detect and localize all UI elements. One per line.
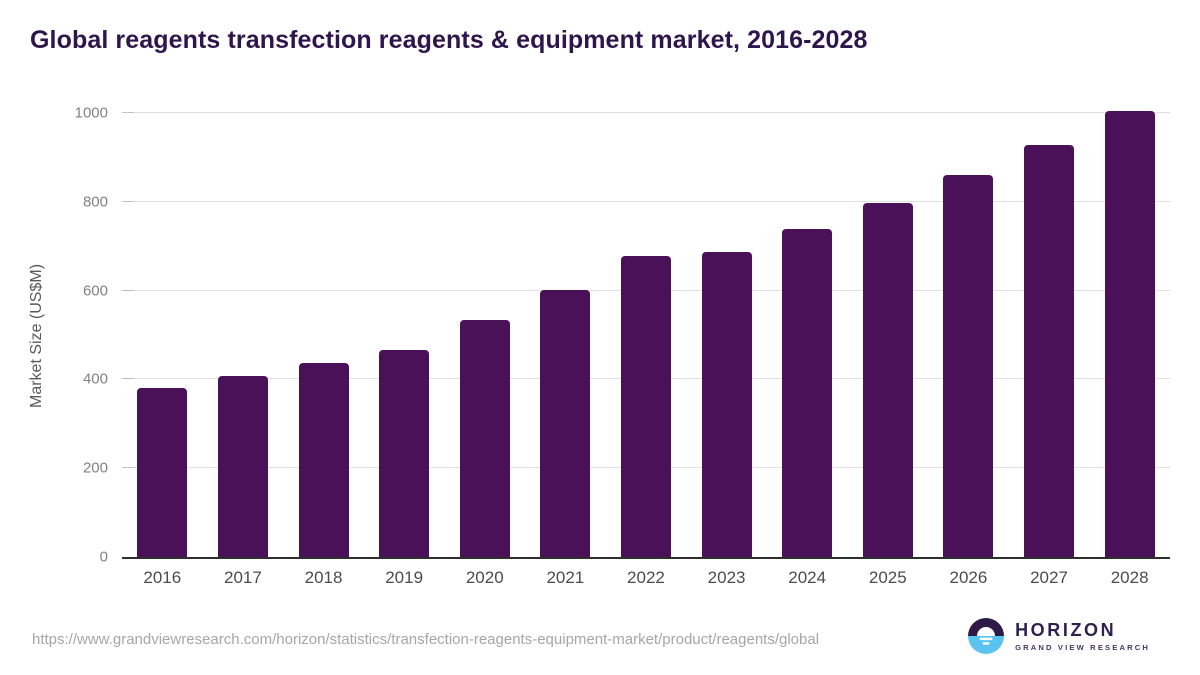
x-tick-label-2020: 2020 bbox=[465, 568, 504, 587]
y-tick-mark-200 bbox=[122, 467, 134, 469]
x-label-band-2020: 2020 bbox=[444, 568, 525, 588]
x-tick-label-2017: 2017 bbox=[224, 568, 262, 587]
x-tick-label-2026: 2026 bbox=[949, 568, 988, 587]
y-tick-label-800: 800 bbox=[82, 193, 108, 211]
bar-band-2026 bbox=[928, 113, 1009, 557]
y-tick-label-1000: 1000 bbox=[74, 104, 108, 122]
x-tick-label-2019: 2019 bbox=[385, 568, 424, 587]
x-tick-label-2021: 2021 bbox=[546, 568, 585, 587]
bar-band-2028 bbox=[1089, 111, 1170, 557]
x-tick-label-2025: 2025 bbox=[868, 568, 907, 587]
y-tick-label-600: 600 bbox=[82, 282, 108, 300]
bar-2016 bbox=[137, 388, 188, 557]
x-label-band-2017: 2017 bbox=[203, 568, 284, 588]
horizon-sub-brand-text: GRAND VIEW RESEARCH bbox=[1015, 643, 1150, 652]
y-tick-mark-400 bbox=[122, 378, 134, 380]
horizon-logo-text: HORIZON GRAND VIEW RESEARCH bbox=[1015, 620, 1150, 652]
bar-band-2022 bbox=[606, 113, 687, 557]
y-tick-mark-800 bbox=[122, 200, 134, 202]
source-url: https://www.grandviewresearch.com/horizo… bbox=[32, 631, 820, 648]
y-tick-mark-1000 bbox=[122, 112, 134, 113]
y-axis-title: Market Size (US$M) bbox=[28, 263, 45, 409]
x-label-band-2016: 2016 bbox=[122, 568, 203, 588]
bar-band-2021 bbox=[525, 113, 606, 557]
plot-area: 0 200 400 600 800 1000 bbox=[75, 105, 1170, 566]
y-tick-label-400: 400 bbox=[82, 370, 108, 388]
bars-row bbox=[122, 111, 1170, 557]
y-tick-label-0: 0 bbox=[99, 548, 108, 566]
bar-2021 bbox=[540, 289, 591, 557]
bar-band-2018 bbox=[283, 113, 364, 557]
gridline-800 bbox=[122, 200, 1170, 202]
bar-2028 bbox=[1104, 111, 1155, 557]
bar-band-2019 bbox=[364, 113, 445, 557]
bar-band-2027 bbox=[1009, 113, 1090, 557]
x-tick-label-2028: 2028 bbox=[1110, 568, 1149, 587]
bar-2020 bbox=[459, 320, 510, 557]
bar-2027 bbox=[1024, 144, 1074, 557]
x-label-band-2021: 2021 bbox=[525, 568, 606, 588]
x-tick-label-2022: 2022 bbox=[627, 568, 665, 587]
horizon-brand-text: HORIZON bbox=[1015, 620, 1117, 640]
x-label-band-2027: 2027 bbox=[1009, 568, 1090, 588]
bar-2025 bbox=[862, 203, 913, 557]
bar-2024 bbox=[782, 228, 833, 557]
x-tick-label-2023: 2023 bbox=[707, 568, 746, 587]
x-tick-label-2024: 2024 bbox=[788, 568, 827, 587]
bar-band-2025 bbox=[847, 113, 928, 557]
chart-title: Global reagents transfection reagents & … bbox=[30, 26, 868, 54]
bar-2017 bbox=[217, 376, 268, 557]
x-label-band-2019: 2019 bbox=[364, 568, 445, 588]
x-tick-label-2027: 2027 bbox=[1030, 568, 1068, 587]
x-label-band-2018: 2018 bbox=[283, 568, 364, 588]
bar-band-2017 bbox=[203, 113, 284, 557]
x-label-band-2028: 2028 bbox=[1089, 568, 1170, 588]
y-tick-label-200: 200 bbox=[82, 459, 108, 477]
y-tick-mark-600 bbox=[122, 289, 134, 291]
bar-2018 bbox=[298, 362, 349, 557]
bar-band-2023 bbox=[686, 113, 767, 557]
bar-2022 bbox=[620, 255, 671, 557]
x-tick-label-2018: 2018 bbox=[304, 568, 343, 587]
bar-2019 bbox=[379, 350, 430, 557]
x-axis-labels: 2016 2017 2018 2019 2020 2021 2022 2023 2024 2025… bbox=[122, 568, 1170, 588]
x-label-band-2023: 2023 bbox=[686, 568, 767, 588]
x-label-band-2024: 2024 bbox=[767, 568, 848, 588]
horizon-logo-icon bbox=[968, 618, 1005, 654]
x-label-band-2026: 2026 bbox=[928, 568, 1009, 588]
x-tick-label-2016: 2016 bbox=[143, 568, 182, 587]
bar-band-2024 bbox=[767, 113, 848, 557]
gridline-1000 bbox=[122, 112, 1170, 113]
x-label-band-2022: 2022 bbox=[606, 568, 687, 588]
bar-band-2020 bbox=[444, 113, 525, 557]
bar-2026 bbox=[943, 174, 994, 557]
bar-band-2016 bbox=[122, 113, 203, 557]
x-label-band-2025: 2025 bbox=[847, 568, 928, 588]
horizon-logo: HORIZON GRAND VIEW RESEARCH bbox=[968, 618, 1150, 654]
bar-2023 bbox=[701, 251, 752, 557]
